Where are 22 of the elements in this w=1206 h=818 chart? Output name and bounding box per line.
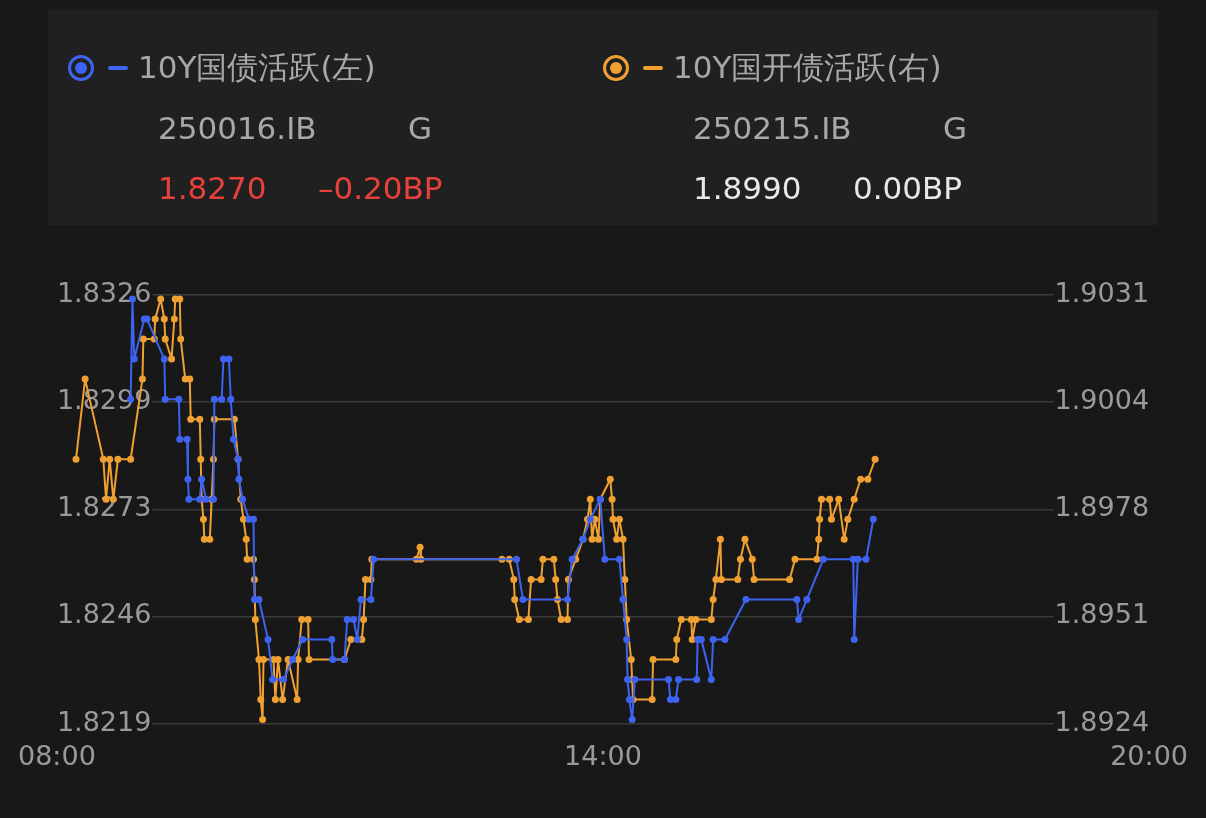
y2-tick-label: 1.9004 — [1054, 384, 1150, 416]
x-tick-label: 14:00 — [564, 739, 642, 771]
legend-label: 10Y国债活跃(左) — [138, 48, 376, 87]
text: 0.00BP — [853, 170, 962, 206]
y2-tick-label: 1.9031 — [1054, 277, 1150, 309]
y-tick-label: 1.8273 — [56, 491, 152, 523]
y-tick-label: 1.8219 — [56, 705, 152, 737]
y-tick-label: 1.8246 — [56, 598, 152, 630]
y2-tick-label: 1.8924 — [1054, 705, 1150, 737]
y-tick-label: 1.8326 — [56, 277, 152, 309]
text: 250215.IB — [693, 110, 853, 146]
text: 1.8990 — [693, 170, 803, 206]
x-tick-label: 20:00 — [1110, 739, 1188, 771]
text: –0.20BP — [318, 170, 443, 206]
text: G — [408, 110, 433, 146]
legend-label: 10Y国开债活跃(右) — [673, 48, 942, 87]
text: 250016.IB — [158, 110, 318, 146]
y2-tick-label: 1.8951 — [1054, 598, 1150, 630]
text: G — [943, 110, 968, 146]
y2-tick-label: 1.8978 — [1054, 491, 1150, 523]
x-tick-label: 08:00 — [18, 739, 96, 771]
text: 1.8270 — [158, 170, 268, 206]
